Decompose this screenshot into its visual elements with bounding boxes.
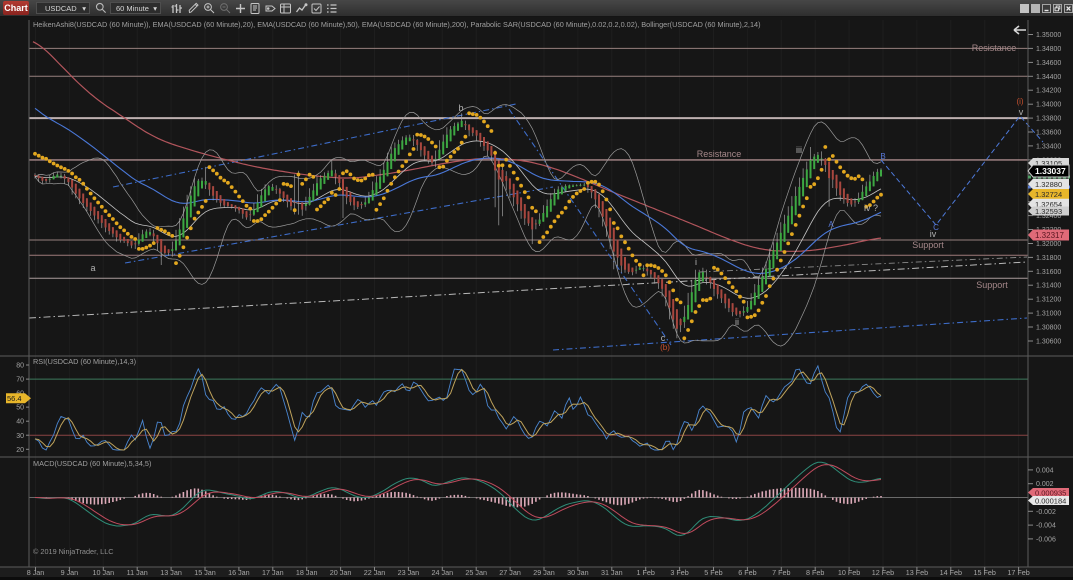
svg-text:iii: iii (796, 145, 802, 155)
svg-text:9 Jan: 9 Jan (61, 568, 79, 577)
svg-text:15 Feb: 15 Feb (974, 568, 996, 577)
svg-text:1.34400: 1.34400 (1036, 74, 1061, 81)
svg-text:30: 30 (16, 433, 24, 440)
svg-text:Resistance: Resistance (972, 43, 1017, 53)
svg-text:6 Feb: 6 Feb (738, 568, 756, 577)
svg-text:50: 50 (16, 405, 24, 412)
svg-text:8 Jan: 8 Jan (27, 568, 45, 577)
svg-text:0.004: 0.004 (1036, 467, 1054, 474)
svg-text:31 Jan: 31 Jan (601, 568, 623, 577)
svg-text:10 Jan: 10 Jan (93, 568, 115, 577)
svg-text:1.34600: 1.34600 (1036, 60, 1061, 67)
svg-text:1.32000: 1.32000 (1036, 241, 1061, 248)
svg-text:c: c (661, 333, 666, 343)
svg-text:0.002: 0.002 (1036, 481, 1054, 488)
svg-text:MACD(USDCAD (60 Minute),5,34,5: MACD(USDCAD (60 Minute),5,34,5) (33, 459, 151, 468)
svg-text:1.30600: 1.30600 (1036, 338, 1061, 345)
svg-text:A: A (828, 220, 834, 229)
svg-text:56.4: 56.4 (7, 394, 22, 403)
svg-text:1.32400: 1.32400 (1036, 213, 1061, 220)
svg-text:29 Jan: 29 Jan (533, 568, 555, 577)
svg-text:1.32880: 1.32880 (1035, 180, 1062, 189)
svg-text:RSI(USDCAD (60 Minute),14,3): RSI(USDCAD (60 Minute),14,3) (33, 357, 136, 366)
svg-text:1.33105: 1.33105 (1035, 159, 1062, 168)
svg-text:70: 70 (16, 377, 24, 384)
svg-text:20: 20 (16, 447, 24, 454)
svg-text:C: C (933, 223, 939, 232)
svg-text:24 Jan: 24 Jan (432, 568, 454, 577)
svg-text:1.30800: 1.30800 (1036, 325, 1061, 332)
svg-text:1.34200: 1.34200 (1036, 88, 1061, 95)
svg-text:© 2019 NinjaTrader, LLC: © 2019 NinjaTrader, LLC (33, 547, 114, 556)
svg-text:0.000935: 0.000935 (1035, 489, 1066, 498)
svg-text:B: B (880, 152, 885, 161)
svg-text:Resistance: Resistance (697, 149, 742, 159)
svg-text:13 Jan: 13 Jan (160, 568, 182, 577)
svg-text:22 Jan: 22 Jan (364, 568, 386, 577)
svg-text:1 Feb: 1 Feb (637, 568, 655, 577)
svg-text:-0.002: -0.002 (1036, 509, 1056, 516)
svg-text:ii: ii (735, 317, 739, 327)
svg-text:Support: Support (912, 240, 944, 250)
svg-text:16 Jan: 16 Jan (228, 568, 250, 577)
svg-text:5 Feb: 5 Feb (704, 568, 722, 577)
svg-text:b: b (458, 103, 463, 113)
svg-text:7 Feb: 7 Feb (772, 568, 790, 577)
svg-text:a: a (90, 263, 95, 273)
svg-text:i: i (695, 257, 697, 267)
svg-text:1.32593: 1.32593 (1035, 207, 1062, 216)
svg-text:18 Jan: 18 Jan (296, 568, 318, 577)
svg-text:1.31200: 1.31200 (1036, 297, 1061, 304)
svg-text:1.31800: 1.31800 (1036, 255, 1061, 262)
svg-text:13 Feb: 13 Feb (906, 568, 928, 577)
svg-text:1.33400: 1.33400 (1036, 143, 1061, 150)
svg-text:20 Jan: 20 Jan (330, 568, 352, 577)
svg-text:-0.004: -0.004 (1036, 523, 1056, 530)
svg-text:1.32724: 1.32724 (1035, 190, 1062, 199)
svg-text:1.35000: 1.35000 (1036, 32, 1061, 39)
svg-text:10 Feb: 10 Feb (838, 568, 860, 577)
svg-text:Support: Support (976, 280, 1008, 290)
svg-text:14 Feb: 14 Feb (940, 568, 962, 577)
svg-text:15 Jan: 15 Jan (194, 568, 216, 577)
svg-text:23 Jan: 23 Jan (398, 568, 420, 577)
svg-text:1.32654: 1.32654 (1035, 200, 1062, 209)
svg-text:17 Feb: 17 Feb (1007, 568, 1029, 577)
svg-text:17 Jan: 17 Jan (262, 568, 284, 577)
svg-text:1.33800: 1.33800 (1036, 116, 1061, 123)
svg-text:80: 80 (16, 363, 24, 370)
svg-text:iv: iv (930, 229, 937, 239)
svg-text:11 Jan: 11 Jan (127, 568, 148, 577)
svg-text:27 Jan: 27 Jan (499, 568, 521, 577)
svg-text:-0.006: -0.006 (1036, 536, 1056, 543)
svg-text:1.31600: 1.31600 (1036, 269, 1061, 276)
svg-text:40: 40 (16, 419, 24, 426)
svg-text:v: v (1019, 107, 1024, 117)
svg-text:1.34000: 1.34000 (1036, 102, 1061, 109)
svg-text:iv ?: iv ? (864, 203, 878, 213)
svg-text:1.32317: 1.32317 (1035, 231, 1064, 240)
svg-text:(b): (b) (660, 343, 670, 352)
svg-text:1.34800: 1.34800 (1036, 46, 1061, 53)
svg-text:(i): (i) (1016, 97, 1023, 106)
svg-text:1.31400: 1.31400 (1036, 283, 1061, 290)
svg-text:1.31000: 1.31000 (1036, 311, 1061, 318)
svg-text:30 Jan: 30 Jan (567, 568, 589, 577)
svg-text:0.000184: 0.000184 (1035, 497, 1066, 506)
svg-text:HeikenAshi8(USDCAD (60 Minute): HeikenAshi8(USDCAD (60 Minute)), EMA(USD… (33, 20, 761, 29)
svg-text:3 Feb: 3 Feb (670, 568, 688, 577)
svg-text:1.33037: 1.33037 (1035, 166, 1066, 176)
svg-text:8 Feb: 8 Feb (806, 568, 824, 577)
svg-text:1.33600: 1.33600 (1036, 130, 1061, 137)
svg-text:25 Jan: 25 Jan (465, 568, 487, 577)
svg-text:12 Feb: 12 Feb (872, 568, 894, 577)
